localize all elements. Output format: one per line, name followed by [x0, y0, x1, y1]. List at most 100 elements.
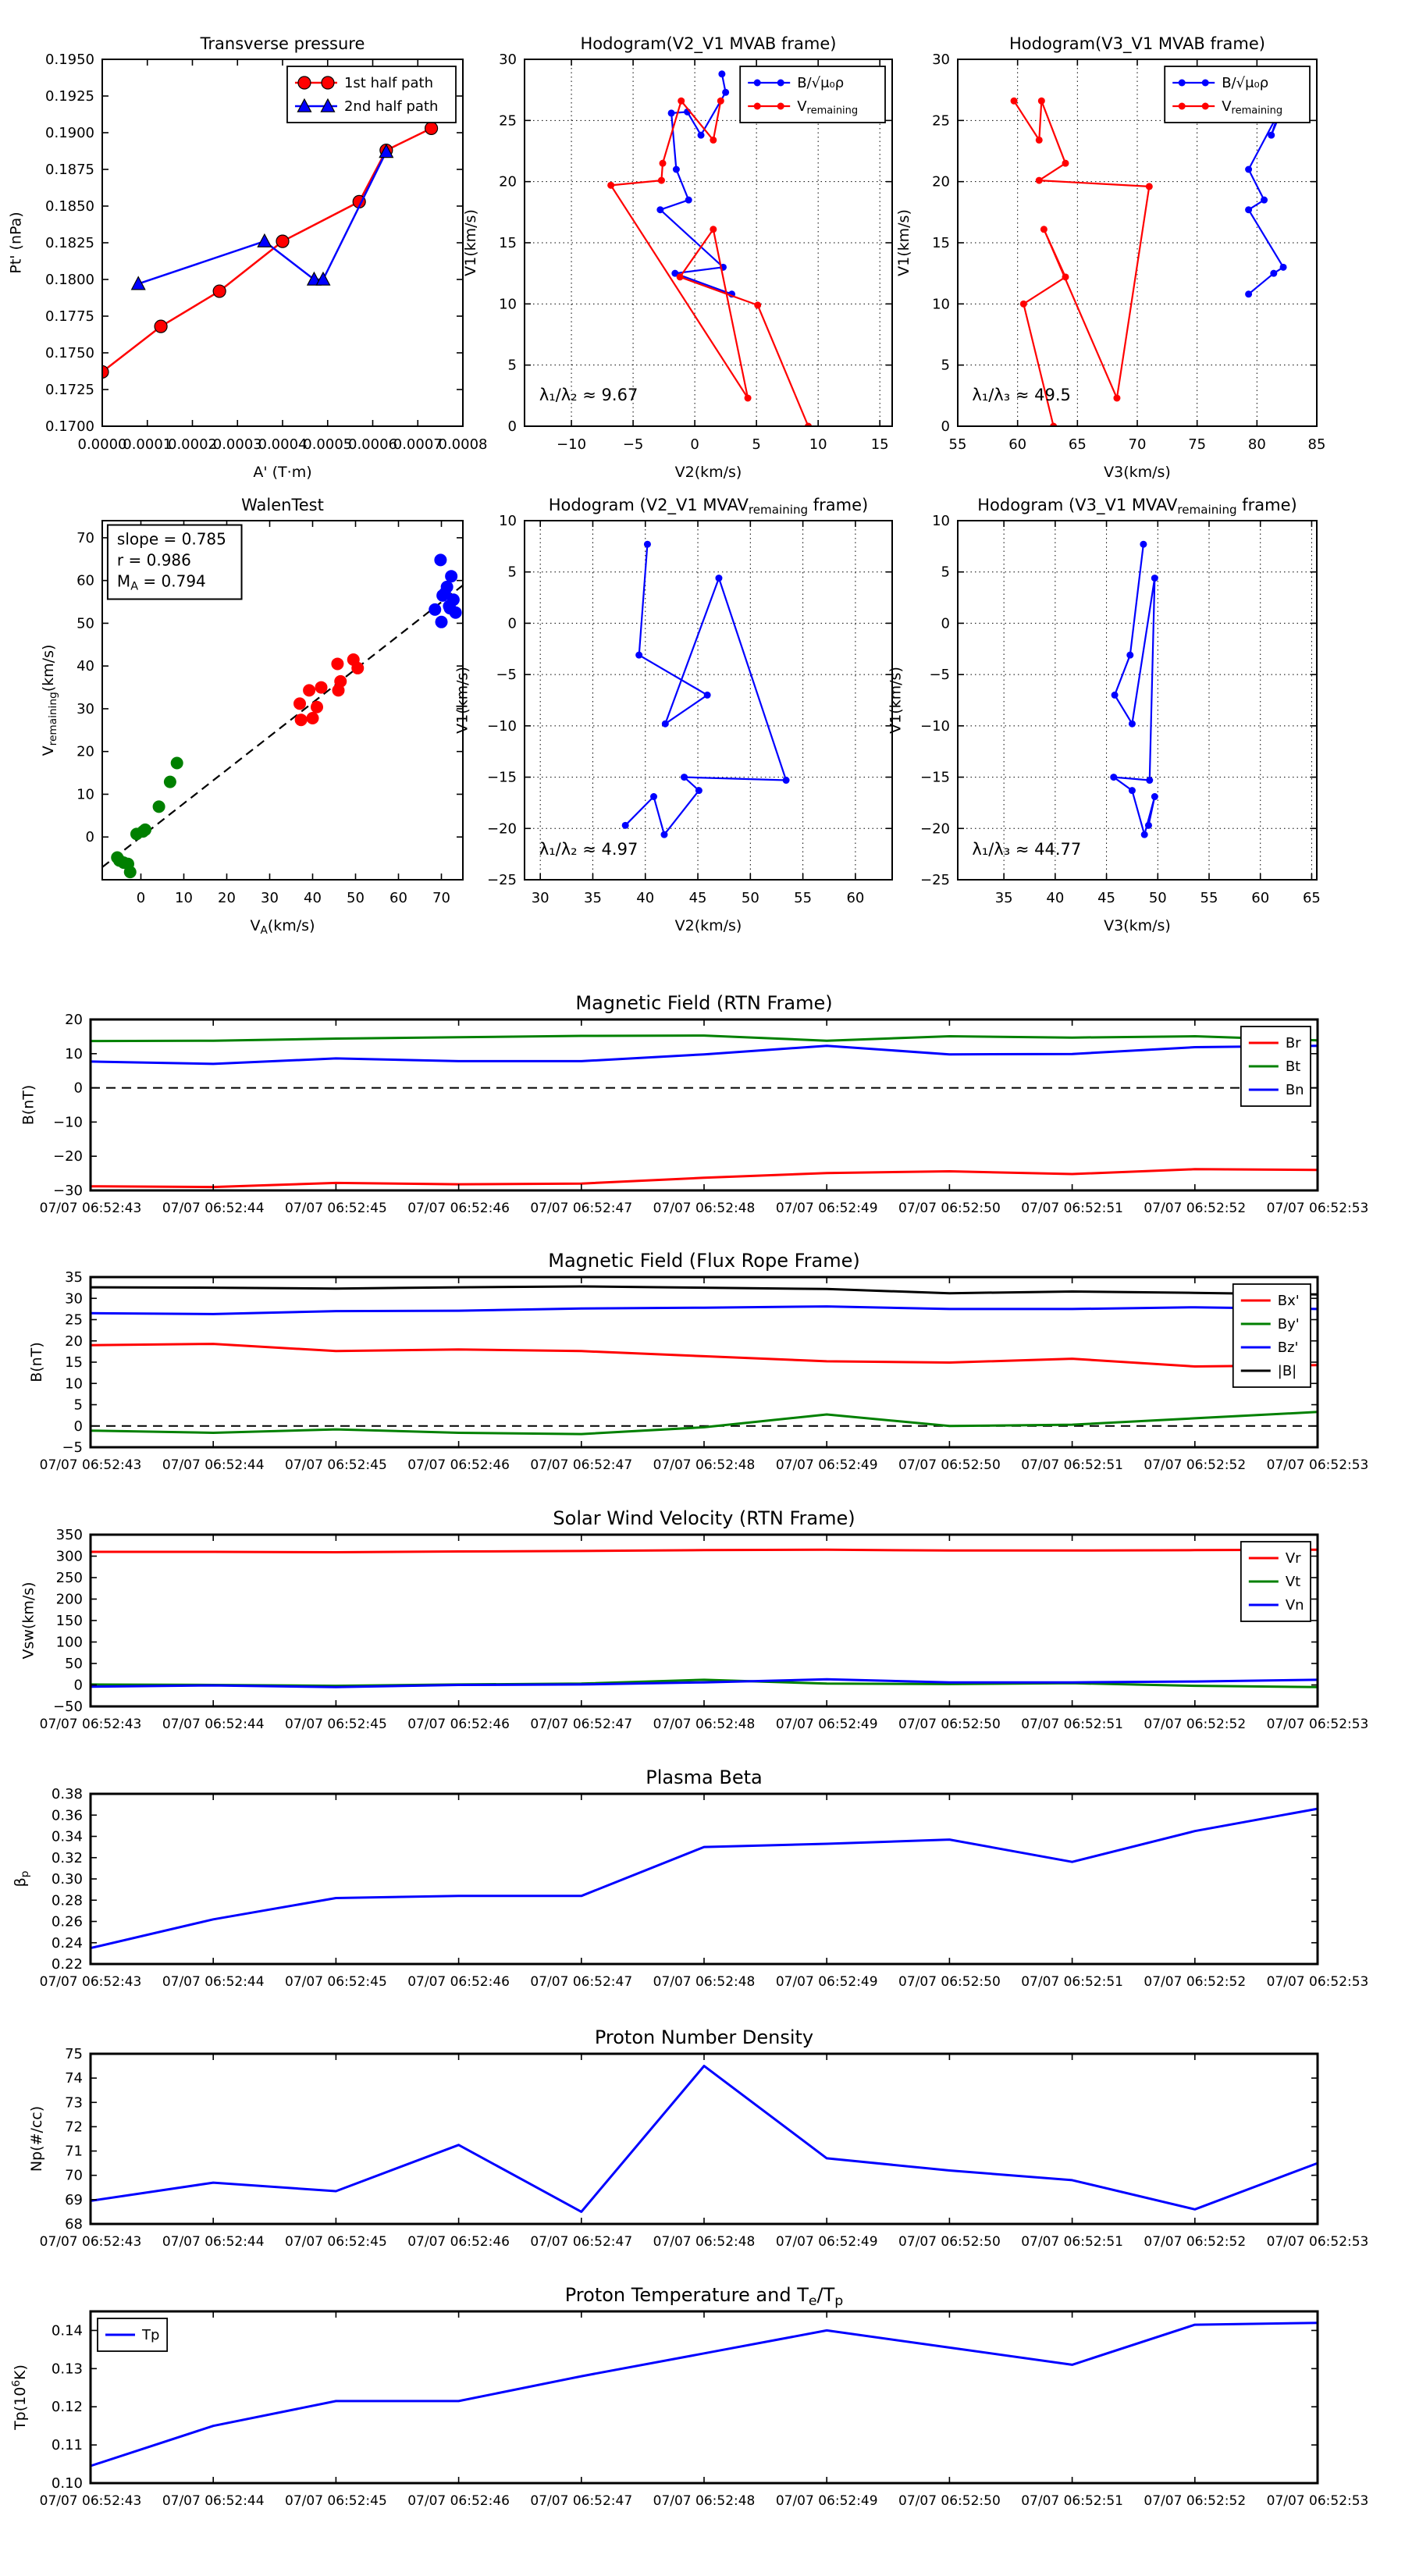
x-tick-label: 07/07 06:52:53 [1267, 2493, 1369, 2509]
legend-label: B/√μ₀ρ [797, 75, 844, 91]
x-tick-label: 07/07 06:52:51 [1021, 1717, 1123, 1732]
y-tick-label: 5 [941, 564, 950, 581]
x-tick-label: 07/07 06:52:43 [40, 2234, 142, 2250]
y-tick-label: 10 [499, 296, 517, 312]
legend-label: Vr [1286, 1550, 1301, 1567]
y-tick-label: 74 [65, 2070, 83, 2087]
y-tick-label: 0.11 [52, 2437, 83, 2453]
x-tick-label: 60 [1251, 890, 1269, 906]
y-tick-label: −15 [487, 770, 517, 786]
x-tick-label: 07/07 06:52:44 [162, 2234, 265, 2250]
y-axis-label: V1(km/s) [895, 209, 912, 276]
legend-label: |B| [1278, 1363, 1297, 1379]
x-tick-label: 07/07 06:52:49 [776, 2493, 878, 2509]
chart-title: Hodogram (V3_V1 MVAVremaining frame) [977, 496, 1297, 517]
x-tick-label: 07/07 06:52:43 [40, 1201, 142, 1216]
y-tick-label: 0.34 [52, 1829, 83, 1845]
y-tick-label: 5 [508, 564, 517, 581]
x-tick-label: 07/07 06:52:45 [285, 1457, 387, 1473]
x-tick-label: 07/07 06:52:49 [776, 2234, 878, 2250]
y-tick-label: 50 [65, 1656, 83, 1672]
x-tick-label: 07/07 06:52:52 [1144, 1974, 1246, 1990]
chart-title: Hodogram (V2_V1 MVAVremaining frame) [549, 496, 869, 517]
y-tick-label: 0.1825 [45, 235, 94, 251]
x-tick-label: 07/07 06:52:48 [653, 1457, 756, 1473]
x-tick-label: 07/07 06:52:50 [898, 2234, 1001, 2250]
y-tick-label: 0.1700 [45, 418, 94, 435]
chart-title: Hodogram(V2_V1 MVAB frame) [581, 34, 837, 54]
axes-frame [524, 520, 893, 881]
y-tick-label: 0 [508, 615, 517, 632]
chart-title: Magnetic Field (RTN Frame) [575, 992, 832, 1014]
x-tick-label: 07/07 06:52:47 [530, 2493, 632, 2509]
x-tick-label: 10 [809, 436, 827, 453]
stats-line: slope = 0.785 [117, 530, 226, 549]
legend-label: Vt [1286, 1574, 1300, 1590]
legend-label: Vn [1286, 1597, 1304, 1614]
y-tick-label: 0.24 [52, 1935, 83, 1952]
y-tick-label: 69 [65, 2192, 83, 2208]
y-tick-label: 0.38 [52, 1786, 83, 1802]
x-tick-label: 0 [690, 436, 699, 453]
y-axis-label: B(nT) [20, 1085, 37, 1126]
legend-label: Bt [1286, 1059, 1300, 1075]
x-tick-label: 07/07 06:52:53 [1267, 2234, 1369, 2250]
y-tick-label: −10 [920, 718, 950, 735]
x-tick-label: 07/07 06:52:46 [407, 2234, 510, 2250]
x-tick-label: 07/07 06:52:48 [653, 1717, 756, 1732]
series-|B| [90, 1285, 1318, 1296]
y-tick-label: 0.28 [52, 1892, 83, 1909]
y-axis-label: Np(#/cc) [28, 2106, 45, 2172]
transverse-pressure-plot: 0.00000.00010.00020.00030.00040.00050.00… [7, 34, 487, 481]
y-tick-label: 30 [65, 1290, 83, 1307]
y-tick-label: 30 [932, 52, 950, 68]
y-tick-label: 0.1850 [45, 198, 94, 215]
x-tick-label: 07/07 06:52:53 [1267, 1457, 1369, 1473]
x-tick-label: 0 [137, 890, 145, 906]
x-tick-label: 55 [794, 890, 812, 906]
x-tick-label: 20 [218, 890, 236, 906]
legend-label: Bn [1286, 1082, 1304, 1098]
y-tick-label: −5 [929, 667, 950, 683]
y-tick-label: 15 [932, 235, 950, 251]
x-tick-label: 35 [584, 890, 602, 906]
y-tick-label: 0 [941, 418, 950, 435]
x-tick-label: 60 [846, 890, 864, 906]
y-tick-label: 50 [76, 615, 94, 632]
series-Bz' [90, 1305, 1318, 1315]
y-tick-label: 10 [65, 1375, 83, 1392]
y-tick-label: 70 [76, 530, 94, 546]
x-tick-label: 0.0001 [123, 436, 172, 453]
x-tick-label: −5 [623, 436, 644, 453]
y-tick-label: 300 [56, 1549, 83, 1565]
x-tick-label: 0.0003 [213, 436, 262, 453]
legend-label: Vremaining [797, 98, 858, 117]
x-tick-label: 07/07 06:52:49 [776, 1974, 878, 1990]
x-tick-label: 07/07 06:52:53 [1267, 1201, 1369, 1216]
x-tick-label: 80 [1248, 436, 1266, 453]
y-tick-label: −50 [53, 1699, 83, 1715]
x-tick-label: 07/07 06:52:50 [898, 1201, 1001, 1216]
x-tick-label: 45 [689, 890, 707, 906]
y-tick-label: 250 [56, 1570, 83, 1586]
x-tick-label: 07/07 06:52:44 [162, 1974, 265, 1990]
x-tick-label: 07/07 06:52:45 [285, 1201, 387, 1216]
x-tick-label: 70 [432, 890, 450, 906]
legend: 1st half path 2nd half path [286, 66, 457, 123]
x-tick-label: 07/07 06:52:47 [530, 2234, 632, 2250]
y-tick-label: −15 [920, 770, 950, 786]
x-tick-label: 75 [1188, 436, 1206, 453]
y-tick-label: 0.1875 [45, 162, 94, 178]
legend-label: 1st half path [344, 75, 433, 91]
series-Bn [90, 1044, 1318, 1066]
y-axis-label: Vremaining(km/s) [40, 645, 59, 756]
x-tick-label: 85 [1308, 436, 1326, 453]
x-tick-label: 07/07 06:52:50 [898, 1457, 1001, 1473]
x-tick-label: 07/07 06:52:49 [776, 1717, 878, 1732]
y-tick-label: 30 [499, 52, 517, 68]
y-axis-label: V1(km/s) [462, 209, 479, 276]
x-tick-label: 0.0002 [168, 436, 217, 453]
y-tick-label: 0 [74, 1418, 83, 1435]
y-tick-label: −5 [496, 667, 517, 683]
y-tick-label: −10 [53, 1114, 83, 1130]
